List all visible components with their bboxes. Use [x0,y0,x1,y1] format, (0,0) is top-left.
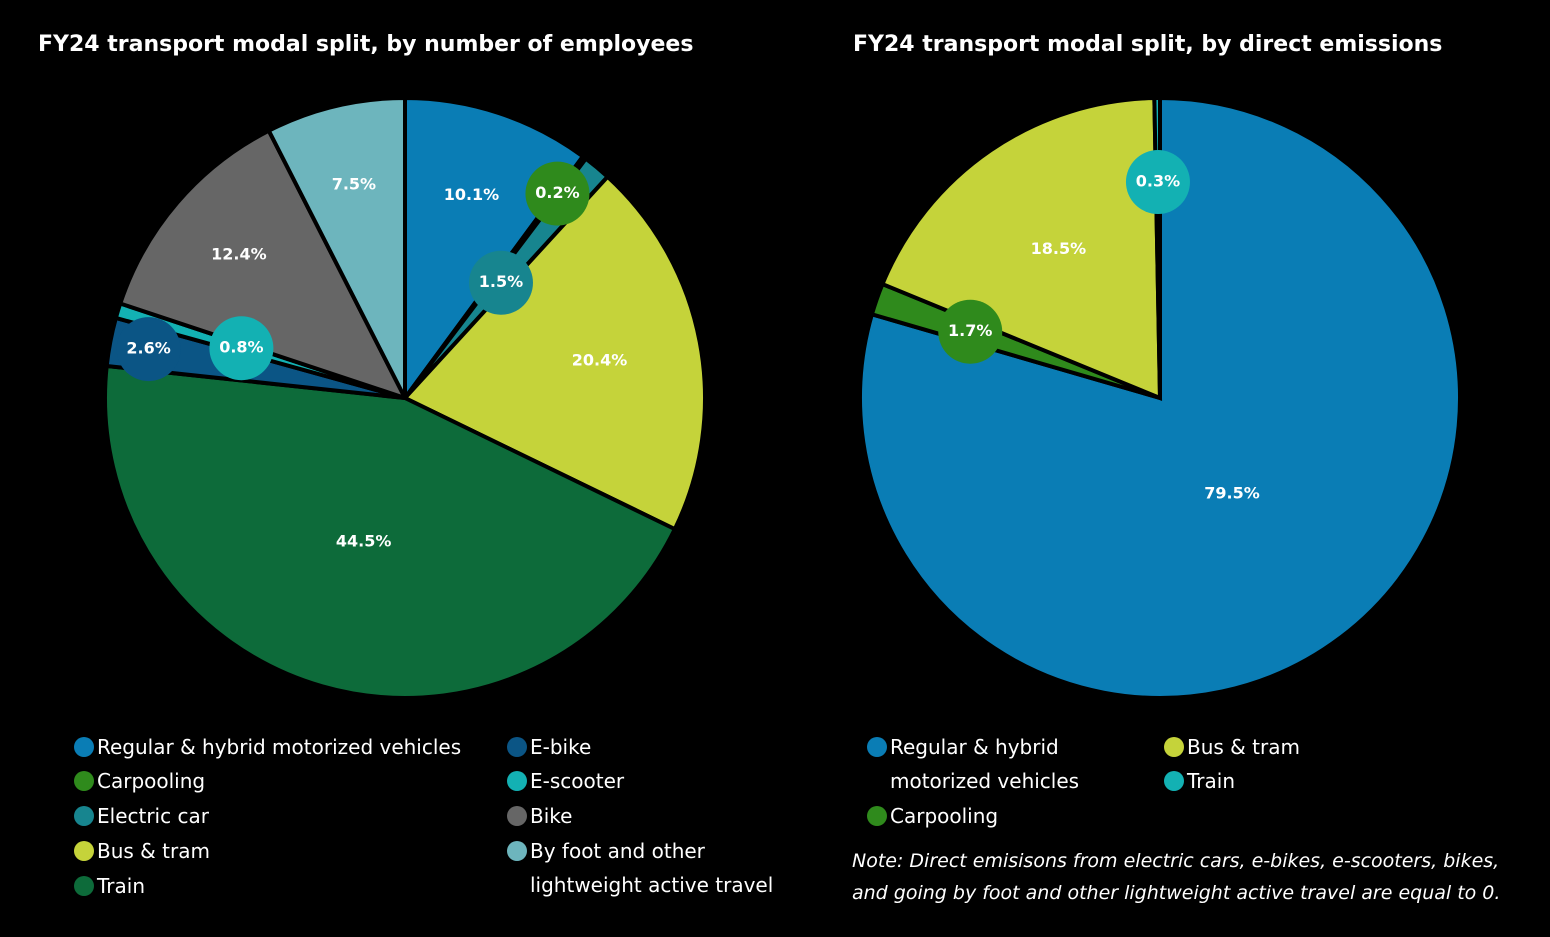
legend-swatch [74,771,94,791]
legend-swatch [507,806,527,826]
legend-label: E-scooter [530,769,625,793]
legend-label: E-bike [530,735,592,759]
label-badge [1125,150,1190,215]
legend-swatch [867,806,887,826]
legend-swatch [74,737,94,757]
legend-swatch [507,841,527,861]
legend-label: Regular & hybrid motorized vehicles [890,735,1080,793]
legend-swatch [1164,737,1184,757]
legend-label: Bus & tram [97,839,210,863]
legend-swatch [74,841,94,861]
pie-slice [266,95,407,399]
legend-item: Bike [507,799,790,833]
data-label: 2.6% [126,339,170,358]
legend-label: Electric car [97,804,209,828]
data-label: 44.5% [336,532,392,551]
data-label: 18.5% [1031,239,1087,258]
legend-label: Carpooling [890,804,999,828]
legend-item: Train [1164,764,1387,798]
chart-title: FY24 transport modal split, by number of… [38,32,694,57]
pie-slice [858,95,1462,700]
legend-swatch [867,737,887,757]
pie-slice [117,128,409,402]
legend-swatch [74,806,94,826]
pie-slice [401,173,707,532]
label-badge [468,250,533,315]
legend-swatch [74,876,94,896]
legend-label: Carpooling [97,769,206,793]
legend-item: Regular & hybrid motorized vehicles [74,730,497,764]
legend-label: Bus & tram [1187,735,1300,759]
chart-title: FY24 transport modal split, by direct em… [853,32,1443,57]
legend-item: Electric car [74,799,497,833]
pie-slice [103,363,678,700]
data-label: 0.3% [1136,172,1180,191]
legend-item: Train [74,869,497,903]
legend-item: Carpooling [867,799,1100,833]
label-badge [938,299,1003,364]
legend-item: By foot and other lightweight active tra… [507,834,790,902]
data-label: 1.5% [479,272,523,291]
legend-label: Bike [530,804,573,828]
pie-slice [879,96,1163,402]
legend-item: Regular & hybrid motorized vehicles [867,730,1100,798]
label-badge [116,317,181,382]
legend-label: Train [1187,769,1235,793]
legend-label: By foot and other lightweight active tra… [530,839,774,897]
legend-item: E-scooter [507,764,790,798]
data-label: 10.1% [444,185,500,204]
label-badge [525,161,590,226]
data-label: 0.2% [535,183,579,202]
legend-swatch [507,737,527,757]
legend-item: Carpooling [74,764,497,798]
data-label: 0.8% [219,338,263,357]
legend-swatch [1164,771,1184,791]
data-label: 79.5% [1204,483,1260,502]
legend-item: Bus & tram [74,834,497,868]
data-label: 1.7% [948,321,992,340]
note: Note: Direct emisisons from electric car… [852,850,1501,904]
legend-item: Bus & tram [1164,730,1387,764]
legend-swatch [507,771,527,791]
data-label: 20.4% [572,350,628,369]
legend-label: Train [97,874,145,898]
label-badge [209,316,274,381]
data-label: 7.5% [332,175,376,194]
data-label: 12.4% [211,245,267,264]
legend-item: E-bike [507,730,790,764]
legend-label: Regular & hybrid motorized vehicles [97,735,462,759]
